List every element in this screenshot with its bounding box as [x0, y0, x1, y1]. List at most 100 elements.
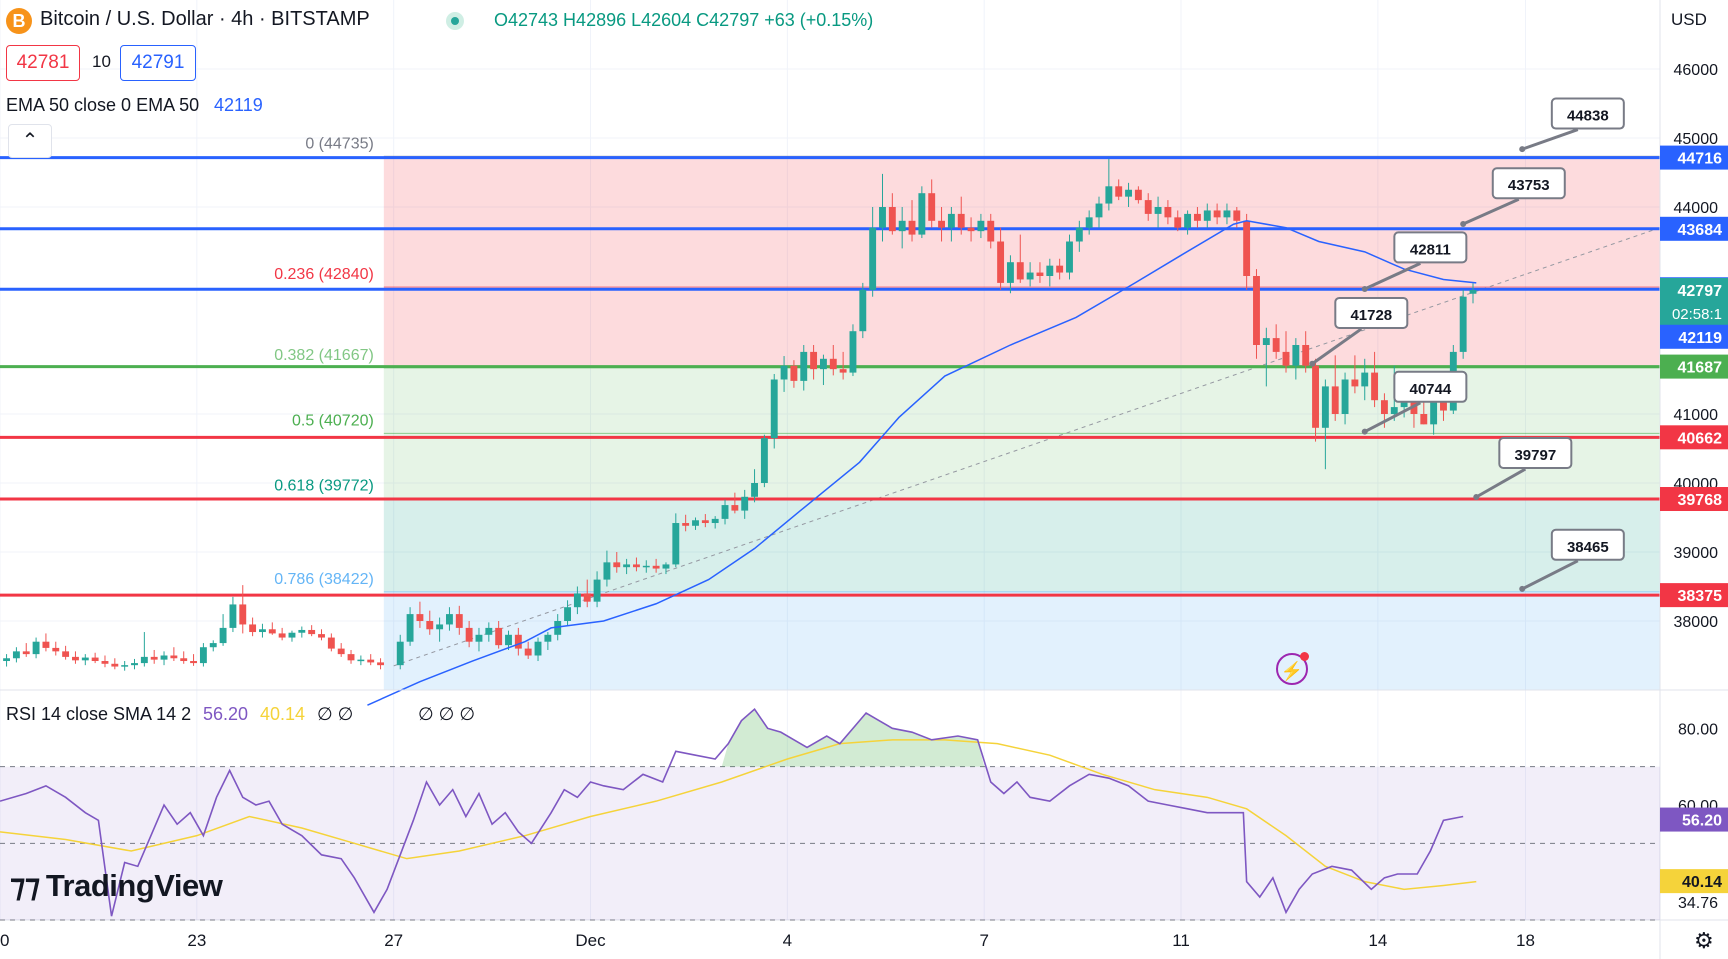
rsi-sma-value-tag — [1660, 869, 1728, 894]
candle-body — [1056, 265, 1064, 273]
candle-body — [849, 331, 857, 373]
candle-body — [1223, 210, 1231, 218]
candle-body — [32, 641, 40, 655]
candle-body — [298, 629, 306, 633]
callout-label: 44838 — [1567, 108, 1609, 125]
candle-body — [278, 633, 286, 638]
candle-body — [957, 213, 965, 228]
candle-body — [219, 627, 227, 644]
candle-body — [81, 657, 89, 661]
fib-level-label: 0.382 (41667) — [274, 347, 374, 364]
callout-box[interactable] — [1334, 296, 1409, 329]
candle-body — [347, 654, 355, 661]
candle-body — [879, 207, 886, 228]
candle-body — [760, 438, 768, 483]
currency-label[interactable]: USD — [1671, 10, 1707, 29]
candle-body — [396, 641, 404, 666]
rsi-line[interactable] — [0, 707, 1464, 917]
buy-button[interactable]: 42791 — [120, 45, 196, 81]
rsi-extra-values: ∅ ∅ ∅ — [418, 704, 475, 724]
candle-body — [1085, 217, 1093, 228]
candle-body — [662, 564, 670, 569]
candle-body — [800, 351, 808, 381]
callout-box[interactable] — [1393, 231, 1468, 264]
price-tag — [1660, 425, 1728, 450]
price-tag-label: 41687 — [1678, 360, 1723, 377]
price-tag-label: 42119 — [1678, 330, 1722, 347]
candle-body — [1400, 400, 1408, 408]
callout-box[interactable] — [1550, 528, 1625, 561]
candle-body — [131, 663, 138, 666]
candle-body — [72, 656, 79, 661]
rsi-overbought-fill — [721, 709, 985, 767]
candle-body — [1272, 338, 1280, 352]
candle-body — [682, 523, 690, 526]
candle-body — [711, 518, 719, 524]
candle-body — [475, 634, 483, 642]
candle-body — [52, 647, 60, 652]
candle-body — [790, 365, 798, 381]
candle-body — [436, 624, 444, 630]
candle-body — [1105, 186, 1113, 204]
candle-body — [318, 634, 325, 638]
price-tag-label: 42797 — [1678, 283, 1723, 300]
fib-zone — [383, 433, 1660, 499]
candle-body — [1066, 241, 1073, 273]
callout-anchor — [1361, 286, 1368, 293]
chevron-up-icon[interactable]: ⌃ — [8, 124, 52, 158]
candle-body — [199, 647, 207, 664]
price-tag-label: 39768 — [1678, 492, 1723, 509]
candle-body — [1134, 189, 1142, 201]
candle-body — [997, 241, 1005, 283]
candle-body — [780, 365, 788, 380]
candle-body — [406, 614, 414, 642]
candle-body — [337, 648, 345, 655]
candle-body — [593, 579, 601, 602]
candle-body — [544, 634, 552, 642]
alert-lightning-icon[interactable]: ⚡ — [1276, 652, 1309, 685]
time-axis-tick: 23 — [187, 931, 206, 950]
candle-body — [1154, 207, 1162, 214]
rsi-sma-value-tag-label: 40.14 — [1682, 874, 1722, 891]
price-tag — [1660, 583, 1728, 608]
candle-body — [170, 655, 178, 659]
candle-body — [632, 564, 640, 568]
candle-body — [623, 564, 631, 568]
sell-button[interactable]: 42781 — [6, 45, 80, 81]
callout-pointer — [1364, 401, 1422, 433]
candle-body — [190, 661, 198, 664]
candle-body — [652, 565, 660, 569]
countdown-label: 02:58:1 — [1672, 306, 1722, 323]
callout-box[interactable] — [1393, 370, 1468, 403]
candle-body — [692, 520, 699, 526]
candle-body — [22, 651, 30, 655]
candle-body — [1184, 213, 1192, 228]
candle-body — [977, 220, 985, 232]
callout-box[interactable] — [1550, 97, 1625, 130]
fib-zone — [383, 367, 1660, 434]
price-tag — [1660, 487, 1728, 512]
candle-body — [1006, 262, 1014, 283]
time-axis-tick: Dec — [575, 931, 606, 950]
callout-box[interactable] — [1491, 167, 1566, 200]
candle-body — [1174, 217, 1182, 228]
candle-body — [357, 659, 365, 662]
candle-body — [1253, 276, 1260, 345]
ema-indicator-label[interactable]: EMA 50 close 0 EMA 50 — [6, 95, 200, 115]
candle-body — [1213, 210, 1221, 218]
candle-body — [741, 496, 749, 511]
candle-body — [91, 657, 99, 662]
candle-body — [947, 213, 955, 228]
candle-body — [367, 659, 375, 663]
candle-body — [1390, 407, 1398, 414]
symbol-title[interactable]: Bitcoin / U.S. Dollar · 4h · BITSTAMP — [40, 8, 370, 30]
ema-50-line[interactable] — [367, 220, 1477, 706]
candle-body — [1312, 365, 1319, 428]
candle-body — [1016, 262, 1024, 280]
gear-icon[interactable]: ⚙ — [1694, 928, 1714, 953]
time-axis-tick: 7 — [979, 931, 988, 950]
candle-body — [101, 661, 109, 664]
candle-body — [140, 656, 148, 664]
callout-box[interactable] — [1498, 437, 1573, 470]
